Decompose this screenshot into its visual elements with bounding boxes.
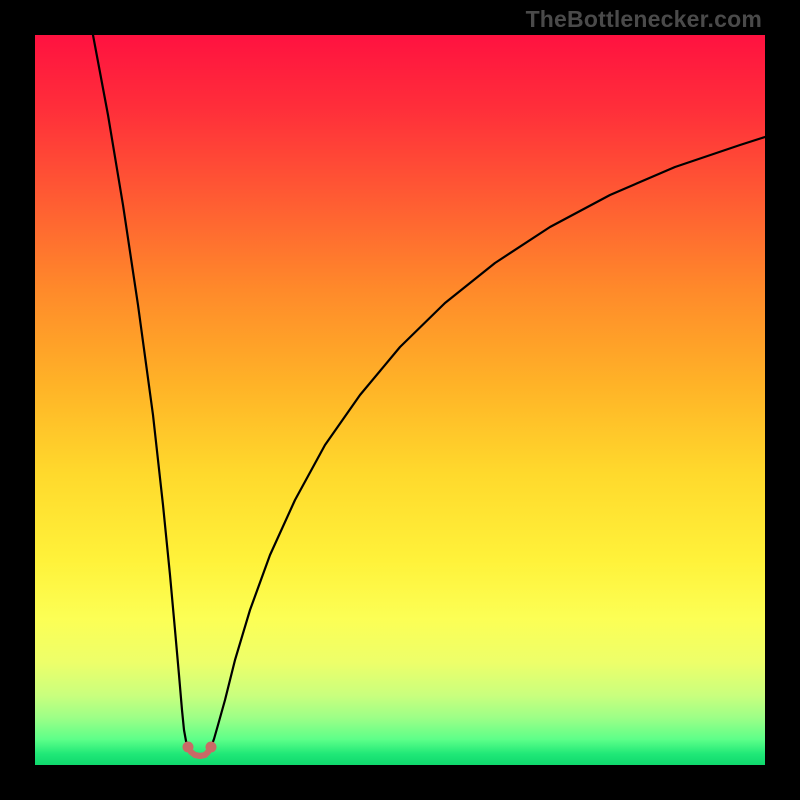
trough-fill-dot [197, 753, 203, 759]
curve-layer [35, 35, 765, 765]
curve-left-branch [93, 35, 188, 747]
watermark-text: TheBottlenecker.com [526, 6, 762, 33]
trough-fill-dot [205, 749, 211, 755]
trough-fill-dot [192, 752, 198, 758]
trough-fill-dot [185, 744, 191, 750]
curve-trough-markers [183, 742, 217, 760]
curve-right-branch [211, 137, 765, 747]
plot-area [35, 35, 765, 765]
trough-fill-dot [208, 744, 214, 750]
chart-frame: TheBottlenecker.com [0, 0, 800, 800]
